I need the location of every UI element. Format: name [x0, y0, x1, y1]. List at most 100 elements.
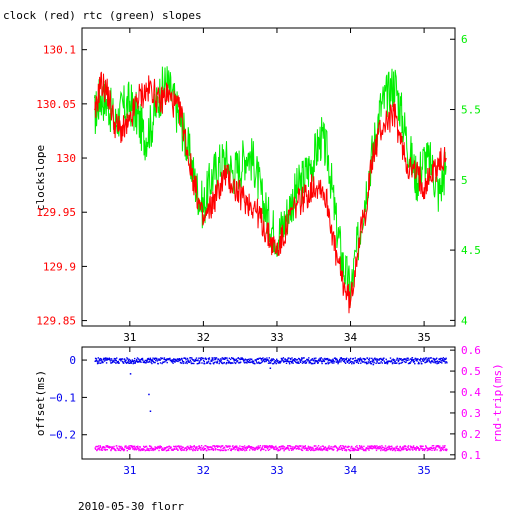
offset-point: [438, 362, 440, 364]
rnd-trip-point: [99, 445, 101, 447]
offset-point: [368, 361, 370, 363]
offset-point: [139, 359, 142, 361]
rnd-trip-point: [278, 446, 281, 448]
rnd-trip-point: [438, 447, 441, 449]
offset-point: [177, 358, 179, 360]
offset-point: [221, 362, 223, 364]
rnd-trip-point: [210, 448, 213, 451]
rnd-trip-point: [257, 445, 259, 447]
offset-point: [314, 362, 316, 365]
rnd-trip-point: [286, 447, 288, 450]
offset-point: [376, 361, 378, 363]
rnd-trip-point: [267, 449, 270, 451]
offset-point: [383, 357, 385, 359]
rnd-trip-point: [365, 449, 367, 452]
offset-point: [386, 363, 389, 365]
rnd-trip-point: [281, 447, 284, 450]
offset-point: [173, 358, 175, 361]
rnd-trip-point: [261, 445, 264, 447]
offset-point: [170, 359, 172, 361]
rnd-trip-point: [290, 449, 293, 451]
offset-point: [277, 360, 279, 362]
offset-point: [96, 360, 98, 363]
rnd-trip-point: [310, 448, 313, 451]
rnd-trip-point: [185, 447, 187, 449]
rnd-trip-point: [208, 448, 210, 451]
offset-point: [371, 361, 374, 363]
offset-point: [118, 362, 120, 364]
offset-point: [127, 358, 129, 360]
offset-point: [235, 358, 238, 360]
rnd-trip-point: [376, 446, 379, 449]
rnd-trip-point: [166, 446, 168, 448]
rnd-trip-point: [118, 445, 120, 447]
rnd-trip-point: [99, 447, 101, 449]
rnd-trip-point: [301, 447, 303, 449]
offset-point: [364, 358, 367, 360]
offset-point: [103, 360, 106, 362]
rnd-trip-point: [123, 449, 125, 452]
rnd-trip-point: [294, 446, 297, 448]
offset-point: [287, 360, 290, 363]
rnd-trip-point: [443, 449, 445, 451]
offset-point: [164, 359, 167, 361]
rnd-trip-point: [138, 449, 140, 452]
offset-point: [225, 363, 227, 365]
rnd-trip-point: [398, 448, 400, 450]
offset-point: [258, 361, 260, 363]
rnd-trip-point: [121, 448, 124, 450]
offset-point: [283, 360, 286, 363]
offset-point: [308, 357, 310, 359]
rnd-trip-point: [417, 447, 419, 449]
offset-point: [288, 363, 291, 365]
offset-point: [416, 360, 418, 362]
offset-point: [362, 358, 365, 360]
rnd-trip-point: [293, 446, 295, 448]
offset-plot-frame: [81, 346, 456, 460]
offset-point: [191, 358, 193, 361]
offset-point: [111, 361, 114, 364]
offset-point: [210, 360, 212, 362]
rnd-trip-point: [149, 447, 152, 450]
offset-point: [249, 358, 251, 360]
rnd-trip-point: [337, 449, 340, 451]
offset-point: [152, 357, 154, 359]
offset-point: [436, 362, 438, 365]
offset-point: [440, 360, 443, 362]
offset-point: [314, 361, 316, 363]
offset-point: [251, 358, 253, 360]
offset-point: [410, 361, 412, 363]
offset-point: [256, 362, 258, 364]
offset-point: [320, 357, 322, 359]
rnd-trip-point: [136, 446, 138, 448]
offset-point: [380, 357, 382, 360]
offset-point: [328, 358, 330, 361]
rnd-trip-point: [124, 446, 126, 448]
rnd-trip-point: [202, 446, 205, 448]
rnd-trip-point: [225, 445, 228, 447]
rnd-trip-point: [428, 448, 430, 451]
offset-point: [440, 357, 442, 360]
offset-series-points: [94, 357, 448, 365]
offset-outlier-point: [269, 367, 272, 369]
offset-point: [343, 358, 345, 360]
rnd-trip-point: [252, 449, 254, 451]
offset-point: [222, 362, 224, 365]
rnd-trip-point: [96, 445, 99, 448]
offset-point: [100, 359, 102, 361]
offset-point: [172, 360, 175, 362]
offset-point: [215, 358, 217, 360]
rnd-trip-point: [204, 445, 206, 447]
offset-point: [362, 361, 364, 363]
rnd-trip-point: [266, 445, 268, 447]
offset-point: [401, 361, 403, 363]
rnd-trip-point: [208, 446, 211, 448]
offset-point: [310, 359, 312, 361]
rnd-trip-point: [168, 449, 170, 451]
rnd-trip-point: [331, 448, 334, 451]
rnd-trip-point: [361, 446, 364, 449]
rnd-trip-point: [381, 445, 383, 447]
rnd-trip-point: [373, 445, 375, 447]
rnd-trip-point: [282, 448, 285, 450]
rnd-trip-point: [368, 445, 371, 447]
